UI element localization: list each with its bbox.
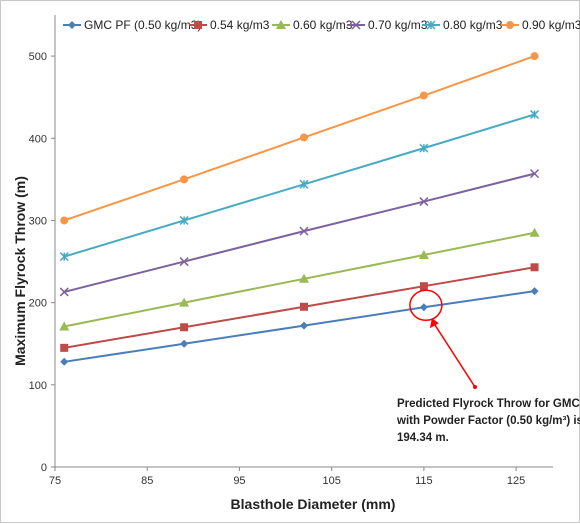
y-axis-title: Maximum Flyrock Throw (m) [12,176,28,366]
legend-label: 0.80 kg/m3 [443,18,503,32]
annotation-text-line: Predicted Flyrock Throw for GMC [397,398,580,410]
annotation-arrow-line [433,322,476,388]
data-point [419,197,429,207]
legend-label: 0.90 kg/m3 [522,18,580,32]
y-tick-label: 400 [29,133,47,145]
data-point [179,215,189,225]
y-tick-label: 300 [29,215,47,227]
data-point [529,227,540,237]
series-line [63,113,535,258]
legend-swatch-marker [194,21,202,29]
annotation: Predicted Flyrock Throw for GMC with Powd… [396,289,580,444]
series-1 [60,287,539,366]
data-point [299,273,309,283]
data-point [419,303,428,312]
series-6 [60,52,539,225]
x-tick-label: 75 [49,475,61,487]
data-point [530,109,540,119]
data-point [180,175,189,184]
annotation-arrow-tail [473,385,477,389]
annotation-text-line: with Powder Factor (0.50 kg/m³) is [396,415,580,427]
axes: 0 100 200 300 400 500 75 85 95 105 115 125 [29,15,553,487]
x-tick-label: 95 [233,475,245,487]
legend-label: 0.54 kg/m3 [210,18,270,32]
legend-label: 0.70 kg/m3 [368,18,428,32]
series-line [63,172,535,293]
legend-swatch-marker [351,20,361,30]
data-point [418,249,429,259]
legend-item: 0.70 kg/m3 [347,18,428,32]
y-tick-label: 100 [29,380,47,392]
data-point [179,257,189,267]
series-layer [59,52,540,366]
x-tick-label: 105 [322,475,340,487]
series-line [64,290,535,363]
data-point [530,263,539,272]
data-point [300,133,308,142]
data-point [419,143,429,153]
series-5 [59,109,540,262]
legend-swatch-marker [506,21,514,29]
data-point [59,321,70,331]
x-tick-label: 85 [141,475,153,487]
data-point [299,226,309,236]
data-point [180,323,189,332]
series-3 [59,227,540,331]
legend-item: 0.80 kg/m3 [422,18,503,32]
data-point [60,216,69,225]
legend-item: 0.60 kg/m3 [272,18,353,32]
data-point [59,252,69,262]
data-point [60,343,69,352]
y-tick-label: 0 [41,462,47,474]
legend-item: GMC PF (0.50 kg/m3) [63,18,201,32]
data-point [59,287,69,297]
annotation-text-line: 194.34 m. [397,432,449,444]
data-point [60,357,69,366]
series-2 [60,263,539,352]
legend-swatch-marker [426,20,436,30]
annotation-arrowhead [429,318,439,329]
legend-label: GMC PF (0.50 kg/m3) [84,18,201,32]
legend: GMC PF (0.50 kg/m3) 0.54 kg/m3 0.60 kg/m3 0… [63,18,580,32]
legend-label: 0.60 kg/m3 [293,18,353,32]
annotation-circle [409,289,443,322]
data-point [299,179,309,189]
data-point [419,282,428,291]
x-tick-label: 125 [507,475,525,487]
legend-item: 0.54 kg/m3 [189,18,270,32]
data-point [530,52,539,61]
data-point [530,287,539,296]
data-point [300,302,308,311]
y-tick-label: 500 [29,51,47,63]
series-4 [59,169,540,297]
x-tick-label: 115 [415,475,433,487]
x-axis-title: Blasthole Diameter (mm) [231,496,396,512]
series-line [63,55,535,222]
legend-item: 0.90 kg/m3 [501,18,580,32]
y-tick-label: 200 [29,298,47,310]
data-point [179,297,190,307]
data-point [300,321,308,330]
data-point [419,91,428,100]
data-point [530,169,540,179]
data-point [180,339,189,348]
legend-swatch-marker [276,20,286,29]
legend-swatch-marker [68,21,76,29]
